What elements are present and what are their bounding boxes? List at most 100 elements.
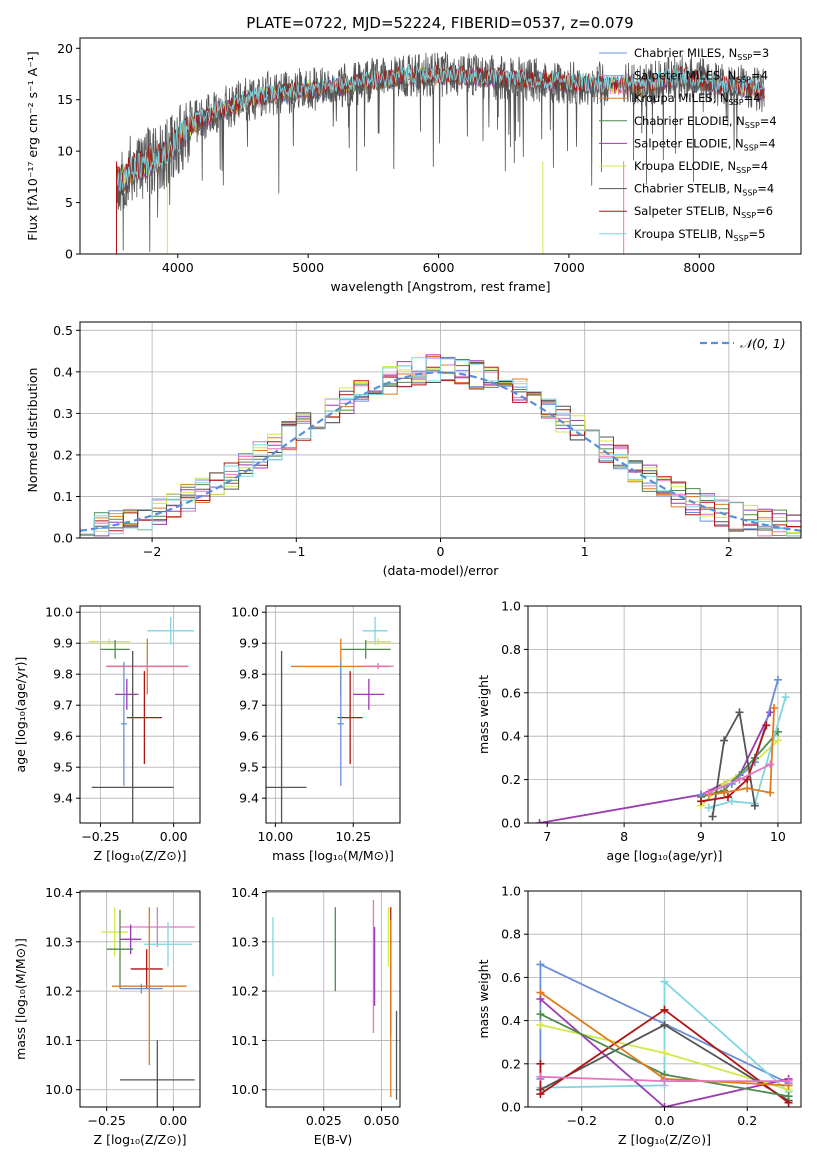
weight_vs_age-marker-6-0 [697, 797, 706, 806]
weight_vs_age-marker-0-0 [535, 819, 544, 823]
residuals-ytick-label-4: 0.4 [53, 364, 73, 379]
figure-title: PLATE=0722, MJD=52224, FIBERID=0537, z=0… [246, 14, 633, 32]
weight_vs_age-marker-8-1 [735, 775, 744, 784]
weight_vs_age-marker-4-0 [704, 803, 713, 812]
weight_vs_age-marker-8-2 [766, 760, 775, 769]
weight_vs_Z-marker-1-2 [660, 977, 669, 986]
age_vs_Z-ytick-label-0: 9.4 [53, 791, 73, 806]
weight_vs_Z-series-1 [540, 979, 790, 1093]
weight_vs_Z-ytick-label-5: 1.0 [501, 884, 521, 899]
mass_vs_Z-ytick-label-0: 10.0 [45, 1082, 73, 1097]
weight_vs_Z-ytick-label-3: 0.6 [501, 970, 521, 985]
age_vs_Z-ytick-label-1: 9.5 [53, 760, 73, 775]
weight_vs_age-series-5 [711, 709, 756, 817]
age_vs_mass-frame [265, 605, 401, 824]
age_vs_Z-ytick-label-5: 9.9 [53, 636, 73, 651]
age_vs_mass-ytick-label-3: 9.7 [239, 698, 259, 713]
weight_vs_Z-marker-6-2 [784, 1092, 793, 1101]
weight_vs_Z-marker-0-1 [536, 960, 545, 969]
residuals-xtick-label-4: 2 [725, 544, 733, 559]
weight_vs_age-series-4 [708, 696, 787, 809]
residuals-ytick-label-0: 0.0 [53, 531, 73, 546]
weight_vs_age-ytick-label-3: 0.6 [501, 685, 521, 700]
weight_vs_Z-marker-8-0 [536, 1072, 545, 1081]
weight_vs_Z-marker-5-2 [660, 1005, 669, 1014]
weight_vs_age-marker-5-3 [750, 801, 759, 810]
mass_vs_Z-xlabel: Z [log₁₀(Z/Z⊙)] [94, 1132, 187, 1147]
residuals-xtick-label-1: −1 [287, 544, 305, 559]
age_vs_mass-ytick-label-1: 9.5 [239, 760, 259, 775]
mass_vs_EBV-frame [265, 890, 401, 1108]
weight_vs_age-ytick-label-0: 0.0 [501, 816, 521, 831]
age_vs_Z-plot-area [88, 616, 195, 823]
weight_vs_age-marker-5-1 [720, 736, 729, 745]
spectrum-xtick-label-1: 5000 [292, 260, 324, 275]
weight_vs_age-marker-7-4 [770, 703, 779, 712]
weight_vs_age-xlabel: age [log₁₀(age/yr)] [607, 848, 723, 863]
spectrum-xtick-label-2: 6000 [423, 260, 455, 275]
weight_vs_age-marker-7-1 [720, 788, 729, 797]
weight_vs_Z-ylabel: mass weight [476, 959, 491, 1038]
mass_vs_Z-xtick-label-1: 0.00 [159, 1113, 187, 1128]
weight_vs_Z-ytick-label-4: 0.8 [501, 927, 521, 942]
weight_vs_Z-marker-5-1 [536, 1090, 545, 1099]
mass_vs_Z-ytick-label-1: 10.1 [45, 1033, 73, 1048]
weight_vs_Z-marker-4-1 [660, 1020, 669, 1029]
weight_vs_Z-xtick-label-1: 0.0 [655, 1113, 675, 1128]
weight_vs_age-series-6 [700, 725, 768, 803]
spectrum-xlabel: wavelength [Angstrom, rest frame] [330, 279, 550, 294]
residuals-xtick-label-3: 1 [581, 544, 589, 559]
weight_vs_age-xtick-label-2: 9 [697, 829, 705, 844]
residuals-xtick-label-0: −2 [143, 544, 161, 559]
spectrum-line-8 [116, 65, 765, 192]
spectrum-line-7 [116, 64, 765, 191]
weight_vs_Z-marker-7-0 [536, 988, 545, 997]
mass_vs_Z-ytick-label-4: 10.4 [45, 885, 73, 900]
spectrum-legend-entry-1: Salpeter MILES, NSSP=4 [634, 69, 768, 85]
weight_vs_age-marker-5-0 [708, 812, 717, 821]
mass_vs_EBV-plot-area [272, 899, 398, 1100]
spectrum-line-0 [116, 67, 765, 195]
weight_vs_Z-axes: −0.2 0.0 0.2 0.0 0.2 0.4 0.6 0.8 1.0 Z [log₁₀(Z/Z… [476, 884, 802, 1147]
mass_vs_Z-axes: −0.25 0.00 10.0 10.1 10.2 10.3 10.4 Z [log₁₀(Z/… [13, 885, 201, 1147]
weight_vs_age-marker-4-1 [727, 797, 736, 806]
weight_vs_age-marker-3-3 [773, 675, 782, 684]
normal-curve [80, 371, 801, 532]
age_vs_mass-xlabel: mass [log₁₀(M/M⊙)] [272, 848, 394, 863]
age_vs_mass-ytick-label-2: 9.6 [239, 729, 259, 744]
age_vs_mass-plot-area [266, 616, 394, 823]
age_vs_Z-ytick-label-2: 9.6 [53, 729, 73, 744]
age_vs_Z-ytick-label-3: 9.7 [53, 698, 73, 713]
spectrum-legend-entry-2: Kroupa MILES, NSSP=4 [634, 91, 760, 107]
age_vs_Z-xlabel: Z [log₁₀(Z/Z⊙)] [94, 848, 187, 863]
spectrum-xtick-label-3: 7000 [553, 260, 585, 275]
weight_vs_age-marker-5-2 [735, 708, 744, 717]
spectrum-line-6 [116, 51, 765, 252]
weight_vs_Z-marker-8-1 [660, 1077, 669, 1086]
spectrum-ylabel: Flux [fλ10⁻¹⁷ erg cm⁻² s⁻¹ A⁻¹] [25, 51, 40, 240]
weight_vs_age-plot-area [535, 675, 790, 823]
weight_vs_age-marker-7-2 [743, 784, 752, 793]
residuals-plot-area [80, 354, 801, 537]
mass_vs_EBV-xtick-label-1: 0.050 [364, 1113, 400, 1128]
spectrum-ytick-label-1: 5 [65, 195, 73, 210]
residuals-ylabel: Normed distribution [25, 368, 40, 493]
age_vs_mass-xtick-label-0: 10.00 [257, 829, 293, 844]
mass_vs_EBV-ytick-label-4: 10.4 [231, 885, 259, 900]
mass_vs_EBV-xtick-label-0: 0.025 [306, 1113, 342, 1128]
weight_vs_Z-marker-5-0 [536, 1059, 545, 1068]
weight_vs_Z-xtick-label-2: 0.2 [737, 1113, 757, 1128]
mass_vs_Z-ylabel: mass [log₁₀(M/M⊙)] [13, 938, 28, 1060]
weight_vs_Z-xtick-label-0: −0.2 [567, 1113, 597, 1128]
age_vs_Z-xtick-label-1: 0.00 [160, 829, 188, 844]
weight_vs_age-ylabel: mass weight [476, 675, 491, 754]
weight_vs_Z-marker-8-2 [784, 1077, 793, 1086]
weight_vs_age-axes: 7 8 9 10 0.0 0.2 0.4 0.6 0.8 1.0 age [log₁₀(age/yr… [476, 599, 802, 863]
spectrum-ytick-label-2: 10 [57, 144, 73, 159]
age_vs_mass-ytick-label-4: 9.8 [239, 667, 259, 682]
spectrum-ytick-label-4: 20 [57, 41, 73, 56]
weight_vs_age-xtick-label-1: 8 [620, 829, 628, 844]
weight_vs_age-frame [527, 605, 802, 824]
